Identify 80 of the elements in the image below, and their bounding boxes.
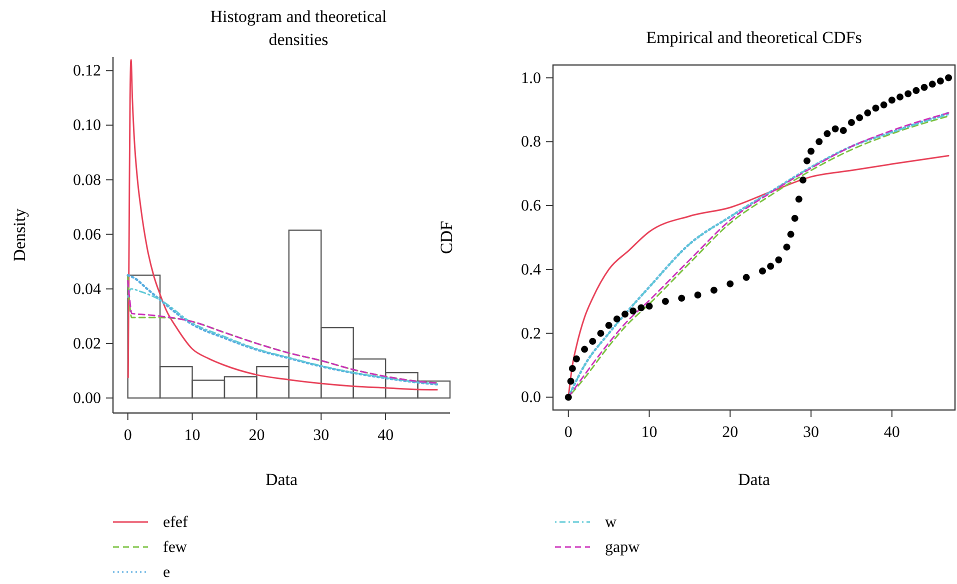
point bbox=[783, 244, 790, 251]
x-axis-title: Data bbox=[265, 470, 298, 489]
point bbox=[621, 310, 628, 318]
point bbox=[605, 322, 612, 329]
point bbox=[678, 294, 686, 302]
point bbox=[572, 355, 580, 362]
y-tick-label: 0.06 bbox=[73, 226, 101, 244]
point bbox=[758, 268, 766, 275]
x-tick-label: 0 bbox=[564, 424, 572, 441]
point bbox=[589, 338, 596, 345]
point bbox=[808, 148, 815, 155]
chart-title: Histogram and theoretical densities bbox=[210, 7, 388, 49]
point bbox=[928, 80, 936, 88]
point bbox=[710, 286, 718, 294]
point bbox=[726, 280, 734, 288]
point bbox=[568, 364, 576, 372]
point bbox=[872, 104, 880, 112]
legend-label: few bbox=[163, 539, 188, 556]
point bbox=[840, 126, 847, 134]
point bbox=[856, 114, 864, 122]
y-tick-label: 0.6 bbox=[521, 198, 541, 215]
point bbox=[799, 176, 806, 184]
y-axis-title: Density bbox=[10, 208, 29, 262]
point bbox=[803, 157, 810, 164]
point bbox=[795, 196, 802, 203]
y-tick-label: 0.04 bbox=[73, 280, 101, 298]
legend-label: w bbox=[605, 514, 617, 531]
point bbox=[567, 378, 574, 385]
y-tick-label: 0.02 bbox=[73, 335, 101, 352]
y-tick-label: 0.12 bbox=[73, 62, 101, 80]
chart-title: Empirical and theoretical CDFs bbox=[646, 28, 862, 47]
point bbox=[832, 125, 839, 132]
point bbox=[630, 307, 637, 314]
point bbox=[920, 84, 928, 91]
x-tick-label: 10 bbox=[641, 424, 658, 441]
point bbox=[646, 302, 653, 310]
y-tick-label: 0.10 bbox=[73, 117, 101, 134]
legend-label: e bbox=[163, 564, 170, 581]
point bbox=[888, 96, 896, 104]
x-tick-label: 30 bbox=[803, 424, 820, 441]
x-tick-label: 20 bbox=[248, 427, 265, 444]
x-axis-title: Data bbox=[738, 470, 770, 489]
point bbox=[767, 262, 774, 270]
point bbox=[638, 304, 645, 312]
point bbox=[864, 109, 872, 116]
x-tick-label: 30 bbox=[313, 427, 330, 444]
point bbox=[896, 93, 904, 100]
point bbox=[904, 90, 912, 98]
point bbox=[662, 298, 669, 305]
x-tick-label: 40 bbox=[378, 427, 394, 444]
point bbox=[787, 230, 794, 238]
point bbox=[848, 119, 855, 126]
y-tick-label: 0.8 bbox=[521, 134, 541, 151]
point bbox=[824, 130, 831, 138]
x-tick-label: 10 bbox=[184, 427, 200, 444]
point bbox=[742, 274, 750, 281]
point bbox=[945, 74, 952, 82]
legend-label: gapw bbox=[605, 539, 640, 556]
point bbox=[936, 77, 944, 84]
y-tick-label: 0.2 bbox=[521, 325, 541, 342]
x-tick-label: 40 bbox=[884, 424, 900, 441]
point bbox=[912, 87, 920, 94]
y-axis-title: CDF bbox=[437, 220, 456, 254]
point bbox=[880, 101, 888, 108]
legend-label: efef bbox=[163, 514, 189, 531]
point bbox=[597, 330, 604, 337]
x-tick-label: 20 bbox=[722, 424, 738, 441]
y-tick-label: 1.0 bbox=[521, 70, 541, 87]
point bbox=[581, 346, 588, 353]
point bbox=[694, 292, 702, 298]
point bbox=[791, 214, 798, 222]
point bbox=[613, 315, 620, 322]
point bbox=[816, 138, 823, 146]
y-tick-label: 0.0 bbox=[521, 389, 541, 406]
y-tick-label: 0.00 bbox=[73, 390, 101, 407]
y-tick-label: 0.4 bbox=[521, 261, 541, 278]
y-tick-label: 0.08 bbox=[73, 172, 101, 189]
point bbox=[564, 394, 572, 401]
point bbox=[775, 256, 782, 264]
x-tick-label: 0 bbox=[124, 427, 132, 444]
